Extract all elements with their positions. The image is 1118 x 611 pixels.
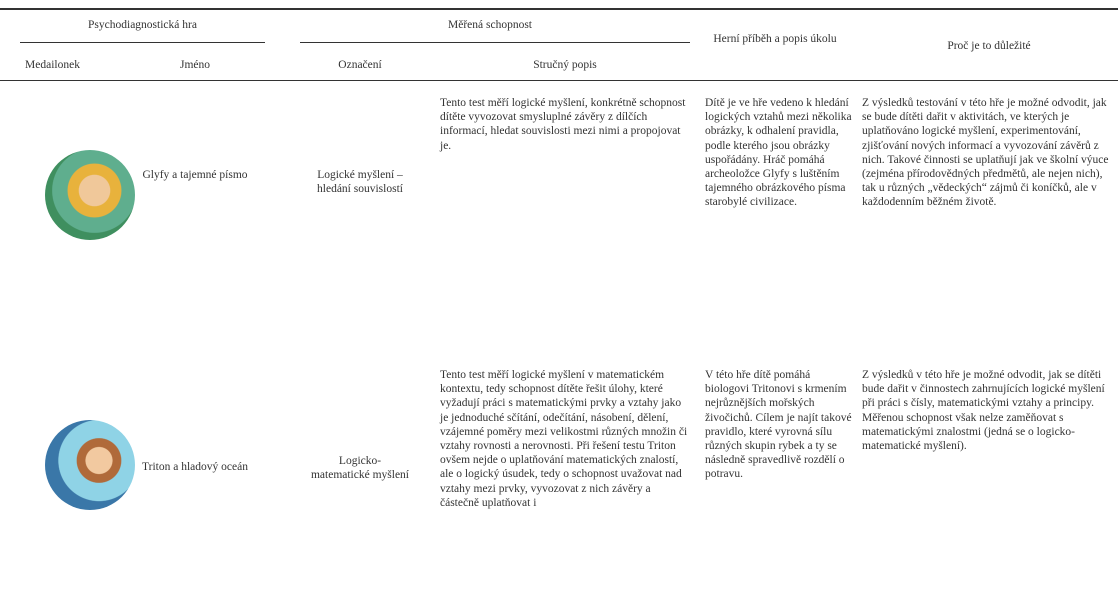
game-name: Triton a hladový oceán bbox=[142, 461, 248, 473]
header: Měřená schopnost bbox=[448, 19, 532, 31]
header: Herní příběh a popis úkolu bbox=[713, 33, 837, 45]
rule bbox=[0, 80, 1118, 81]
header: Jméno bbox=[179, 59, 211, 71]
ability-description: Tento test měří logické myšlení, konkrét… bbox=[440, 97, 686, 152]
ability-label: Logické myšlení – hledání souvislostí bbox=[317, 169, 403, 196]
header: Označení bbox=[338, 59, 382, 71]
medallion-image bbox=[45, 420, 135, 510]
header: Medailonek bbox=[25, 59, 80, 71]
ability-description: Tento test měří logické myšlení v matema… bbox=[440, 369, 688, 509]
importance: Z výsledků testování v této hře je možné… bbox=[862, 97, 1109, 209]
game-story: V této hře dítě pomáhá biologovi Tritono… bbox=[705, 369, 852, 481]
ability-label: Logicko-matematické myšlení bbox=[310, 455, 410, 482]
header: Psychodiagnostická hra bbox=[88, 19, 197, 31]
importance: Z výsledků v této hře je možné odvodit, … bbox=[862, 369, 1105, 453]
rule bbox=[20, 42, 265, 43]
game-story: Dítě je ve hře vedeno k hledání logickýc… bbox=[705, 97, 852, 209]
header: Proč je to důležité bbox=[947, 40, 1031, 52]
rule bbox=[300, 42, 690, 43]
header: Stručný popis bbox=[533, 59, 597, 71]
rule bbox=[0, 8, 1118, 10]
game-name: Glyfy a tajemné písmo bbox=[142, 169, 248, 181]
medallion-image bbox=[45, 150, 135, 240]
